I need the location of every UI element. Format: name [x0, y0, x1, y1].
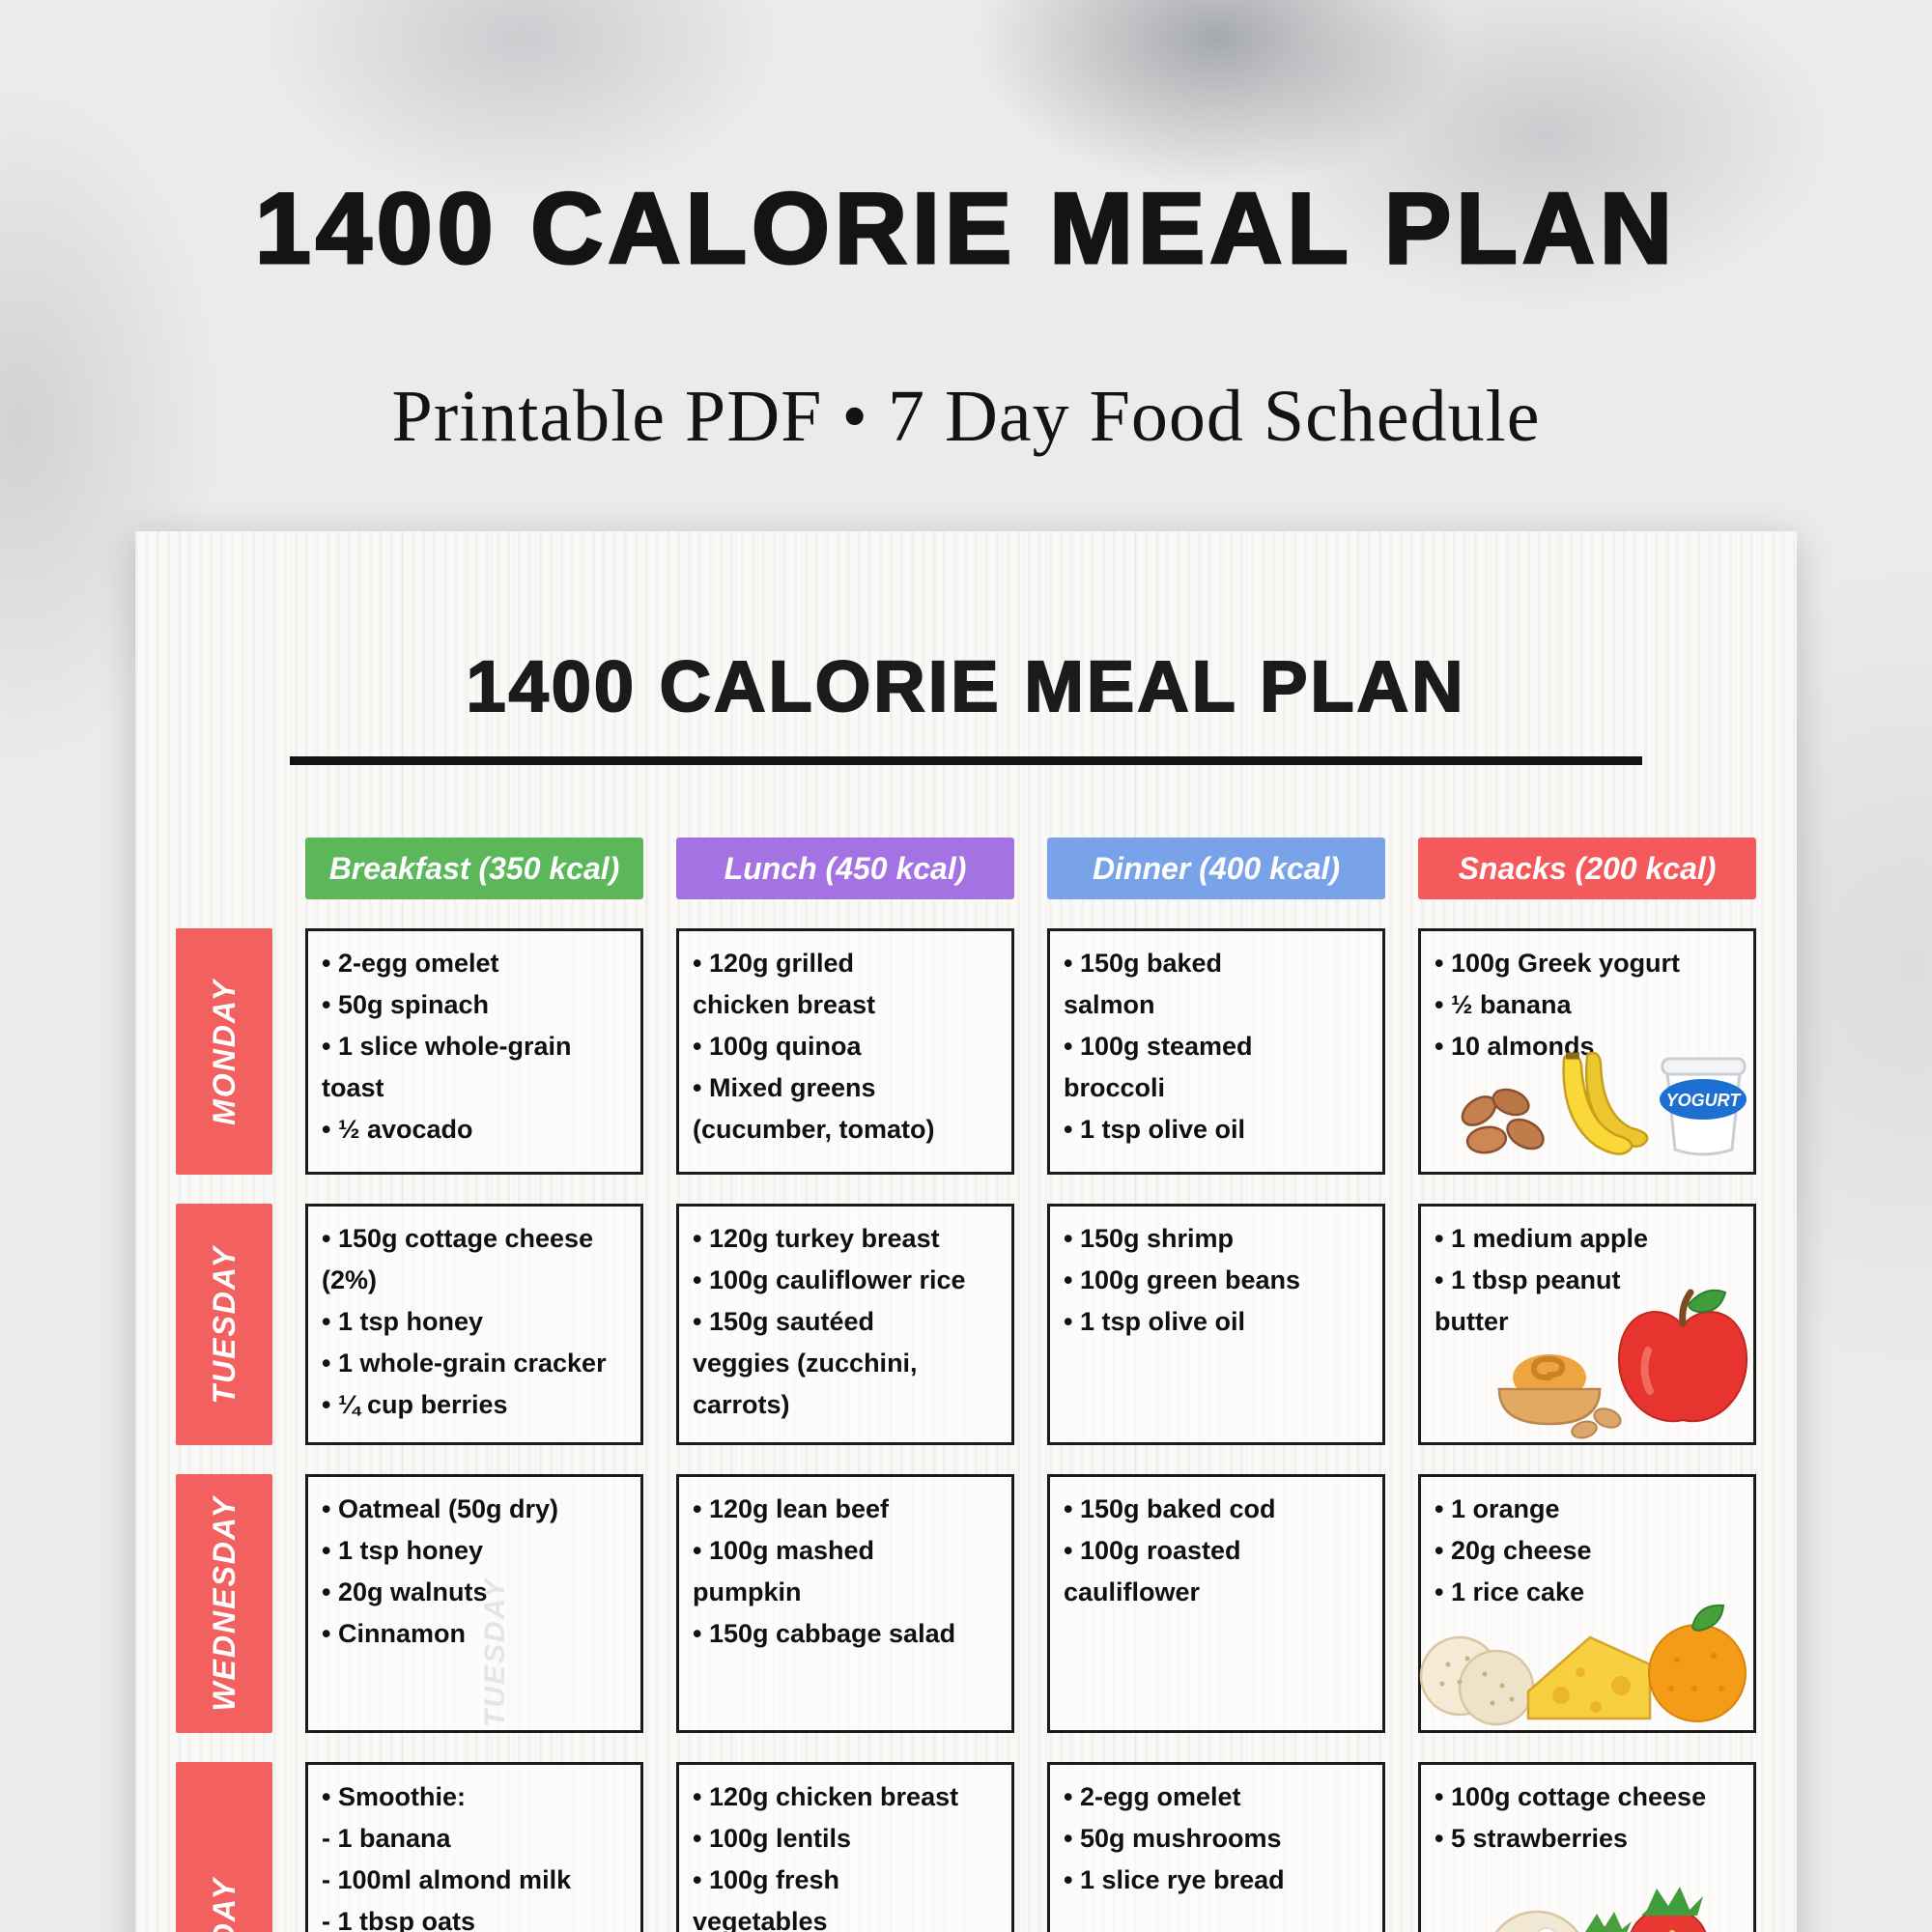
- meal-plan-table: Breakfast (350 kcal) Lunch (450 kcal) Di…: [176, 838, 1756, 1932]
- day-label-wednesday: WEDNESDAY: [176, 1474, 272, 1733]
- wednesday-snack-illustrations: [1417, 1598, 1763, 1728]
- day-label-text: MONDAY: [206, 978, 242, 1125]
- column-header-breakfast: Breakfast (350 kcal): [305, 838, 643, 899]
- column-header-lunch: Lunch (450 kcal): [676, 838, 1014, 899]
- almonds-icon: [1461, 1088, 1545, 1154]
- cell-wednesday-lunch: • 120g lean beef • 100g mashed pumpkin •…: [676, 1474, 1014, 1733]
- cell-wednesday-breakfast: • Oatmeal (50g dry) • 1 tsp honey • 20g …: [305, 1474, 643, 1733]
- day-label-thursday: THURSDAY: [176, 1762, 272, 1932]
- cheese-wedge-icon: [1526, 1635, 1652, 1720]
- cell-tuesday-dinner: • 150g shrimp • 100g green beans • 1 tsp…: [1047, 1204, 1385, 1445]
- yogurt-label: YOGURT: [1666, 1091, 1743, 1110]
- title-underline: [290, 756, 1642, 765]
- cell-thursday-lunch: • 120g chicken breast • 100g lentils • 1…: [676, 1762, 1014, 1932]
- cell-text: • Oatmeal (50g dry) • 1 tsp honey • 20g …: [322, 1494, 559, 1648]
- cell-text: • 150g cottage cheese (2%) • 1 tsp honey…: [322, 1224, 607, 1419]
- cell-text: • 120g lean beef • 100g mashed pumpkin •…: [693, 1494, 956, 1648]
- cell-text: • 1 medium apple • 1 tbsp peanut butter: [1435, 1224, 1649, 1336]
- cell-text: • 150g shrimp • 100g green beans • 1 tsp…: [1064, 1224, 1301, 1336]
- day-label-monday: MONDAY: [176, 928, 272, 1175]
- corner-spacer: [176, 838, 272, 899]
- day-label-tuesday: TUESDAY: [176, 1204, 272, 1445]
- day-label-text: WEDNESDAY: [206, 1495, 242, 1712]
- cell-text: • 1 orange • 20g cheese • 1 rice cake: [1435, 1494, 1592, 1606]
- cell-monday-snacks: • 100g Greek yogurt • ½ banana • 10 almo…: [1418, 928, 1756, 1175]
- thursday-snack-illustrations: [1479, 1865, 1759, 1932]
- cell-wednesday-dinner: • 150g baked cod • 100g roasted cauliflo…: [1047, 1474, 1385, 1733]
- cell-tuesday-breakfast: • 150g cottage cheese (2%) • 1 tsp honey…: [305, 1204, 643, 1445]
- cell-text: • 2-egg omelet • 50g spinach • 1 slice w…: [322, 949, 572, 1144]
- rice-cakes-icon: [1419, 1635, 1535, 1726]
- cell-tuesday-lunch: • 120g turkey breast • 100g cauliflower …: [676, 1204, 1014, 1445]
- cell-text: • 100g Greek yogurt • ½ banana • 10 almo…: [1435, 949, 1681, 1061]
- cell-monday-breakfast: • 2-egg omelet • 50g spinach • 1 slice w…: [305, 928, 643, 1175]
- cell-text: • 150g baked salmon • 100g steamed brocc…: [1064, 949, 1253, 1144]
- cell-wednesday-snacks: • 1 orange • 20g cheese • 1 rice cake: [1418, 1474, 1756, 1733]
- day-label-text: THURSDAY: [207, 1877, 242, 1932]
- cell-tuesday-snacks: • 1 medium apple • 1 tbsp peanut butter: [1418, 1204, 1756, 1445]
- cell-text: • Smoothie: - 1 banana - 100ml almond mi…: [322, 1782, 572, 1932]
- cell-monday-lunch: • 120g grilled chicken breast • 100g qui…: [676, 928, 1014, 1175]
- cell-thursday-dinner: • 2-egg omelet • 50g mushrooms • 1 slice…: [1047, 1762, 1385, 1932]
- day-label-text: TUESDAY: [206, 1244, 242, 1405]
- peanut-butter-icon: [1497, 1354, 1622, 1439]
- cell-thursday-snacks: • 100g cottage cheese • 5 strawberries: [1418, 1762, 1756, 1932]
- meal-plan-document: 1400 CALORIE MEAL PLAN Breakfast (350 kc…: [135, 531, 1797, 1932]
- column-header-snacks: Snacks (200 kcal): [1418, 838, 1756, 899]
- hero-title: 1400 CALORIE MEAL PLAN: [254, 172, 1677, 287]
- cell-text: • 120g grilled chicken breast • 100g qui…: [693, 949, 935, 1144]
- cell-monday-dinner: • 150g baked salmon • 100g steamed brocc…: [1047, 928, 1385, 1175]
- cell-text: • 120g chicken breast • 100g lentils • 1…: [693, 1782, 959, 1932]
- cell-text: • 100g cottage cheese • 5 strawberries: [1435, 1782, 1707, 1853]
- document-title: 1400 CALORIE MEAL PLAN: [465, 645, 1466, 727]
- cell-text: • 2-egg omelet • 50g mushrooms • 1 slice…: [1064, 1782, 1285, 1894]
- cell-text: • 120g turkey breast • 100g cauliflower …: [693, 1224, 966, 1419]
- strawberries-rice-cake-icon: [1494, 1887, 1707, 1932]
- hero-subtitle: Printable PDF • 7 Day Food Schedule: [391, 376, 1541, 457]
- cell-text: • 150g baked cod • 100g roasted cauliflo…: [1064, 1494, 1276, 1606]
- orange-icon: [1648, 1604, 1747, 1722]
- cell-thursday-breakfast: • Smoothie: - 1 banana - 100ml almond mi…: [305, 1762, 643, 1932]
- column-header-dinner: Dinner (400 kcal): [1047, 838, 1385, 899]
